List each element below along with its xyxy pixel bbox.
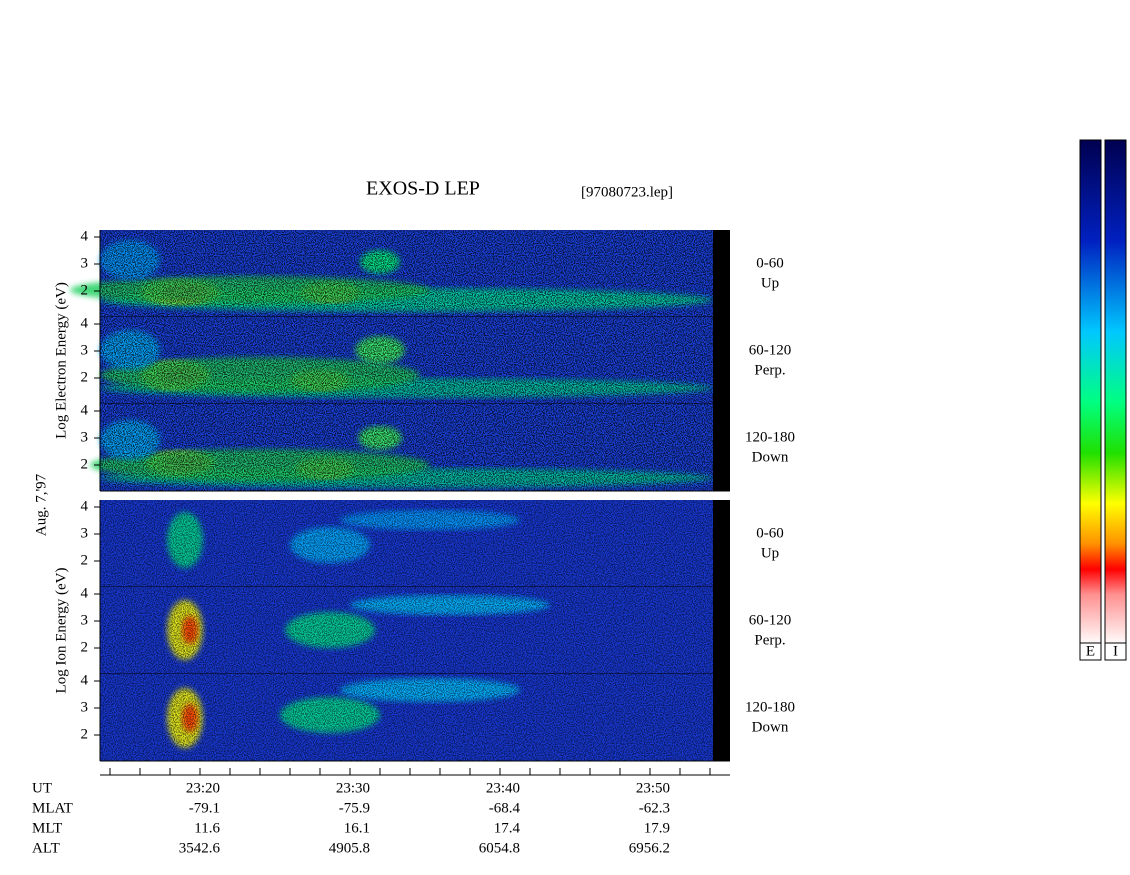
row-value: 6054.8 [479, 840, 520, 856]
panel-label: 0-60 [756, 255, 784, 271]
colorbar-label-box [1079, 642, 1102, 661]
y-tick-label: 4 [81, 498, 89, 514]
y-tick-label: 2 [81, 552, 89, 568]
y-tick-label: 4 [81, 228, 89, 244]
panel-label: Up [761, 275, 779, 291]
data-gap [713, 674, 730, 761]
row-label: MLAT [32, 800, 73, 816]
panel-label: Down [752, 449, 789, 465]
panel-label: Down [752, 719, 789, 735]
y-tick-label: 2 [81, 282, 89, 298]
row-value: 23:20 [186, 780, 220, 796]
row-value: -68.4 [489, 800, 521, 816]
y-tick-label: 4 [81, 402, 89, 418]
panel-label: 120-180 [745, 429, 795, 445]
panel-label: 0-60 [756, 525, 784, 541]
row-value: 4905.8 [329, 840, 370, 856]
data-gap [713, 317, 730, 404]
data-gap [713, 500, 730, 587]
colorbar-label: E [1086, 643, 1095, 659]
y-tick-label: 3 [81, 612, 89, 628]
y-tick-label: 2 [81, 639, 89, 655]
y-axis-label: Log Ion Energy (eV) [53, 568, 69, 694]
panel-label: 60-120 [749, 612, 792, 628]
y-tick-label: 3 [81, 699, 89, 715]
row-value: 23:40 [486, 780, 520, 796]
y-tick-label: 4 [81, 315, 89, 331]
title: EXOS-D LEP [366, 178, 480, 200]
y-tick-label: 3 [81, 525, 89, 541]
noise [100, 404, 713, 491]
row-value: -79.1 [189, 800, 220, 816]
row-label: ALT [32, 840, 60, 856]
row-value: 11.6 [194, 820, 220, 836]
row-value: 16.1 [344, 820, 370, 836]
data-gap [713, 587, 730, 674]
file-name: [97080723.lep] [581, 184, 673, 200]
row-value: 23:30 [336, 780, 370, 796]
row-label: MLT [32, 820, 62, 836]
y-tick-label: 4 [81, 585, 89, 601]
noise [100, 587, 713, 674]
row-value: 17.4 [494, 820, 521, 836]
row-value: 23:50 [636, 780, 670, 796]
noise [100, 674, 713, 761]
row-value: -75.9 [339, 800, 370, 816]
panel-label: Perp. [754, 632, 785, 648]
y-tick-label: 3 [81, 342, 89, 358]
panel-label: 120-180 [745, 699, 795, 715]
y-tick-label: 3 [81, 255, 89, 271]
row-value: 3542.6 [179, 840, 221, 856]
row-value: 17.9 [644, 820, 670, 836]
y-axis-label: Log Electron Energy (eV) [53, 282, 69, 439]
noise [100, 317, 713, 404]
panel-label: Perp. [754, 362, 785, 378]
colorbar-label: I [1113, 643, 1118, 659]
row-label: UT [32, 780, 52, 796]
noise [100, 230, 713, 317]
colorbar-label-box [1104, 642, 1127, 661]
colorbar [1104, 139, 1127, 646]
panel-label: Up [761, 545, 779, 561]
y-tick-label: 2 [81, 456, 89, 472]
data-gap [713, 230, 730, 317]
noise [100, 500, 713, 587]
colorbar [1079, 139, 1102, 646]
y-tick-label: 2 [81, 726, 89, 742]
panel-label: 60-120 [749, 342, 792, 358]
data-gap [713, 404, 730, 491]
y-tick-label: 2 [81, 369, 89, 385]
y-tick-label: 3 [81, 429, 89, 445]
row-value: 6956.2 [629, 840, 670, 856]
date: Aug. 7,'97 [33, 473, 49, 536]
row-value: -62.3 [639, 800, 670, 816]
y-tick-label: 4 [81, 672, 89, 688]
